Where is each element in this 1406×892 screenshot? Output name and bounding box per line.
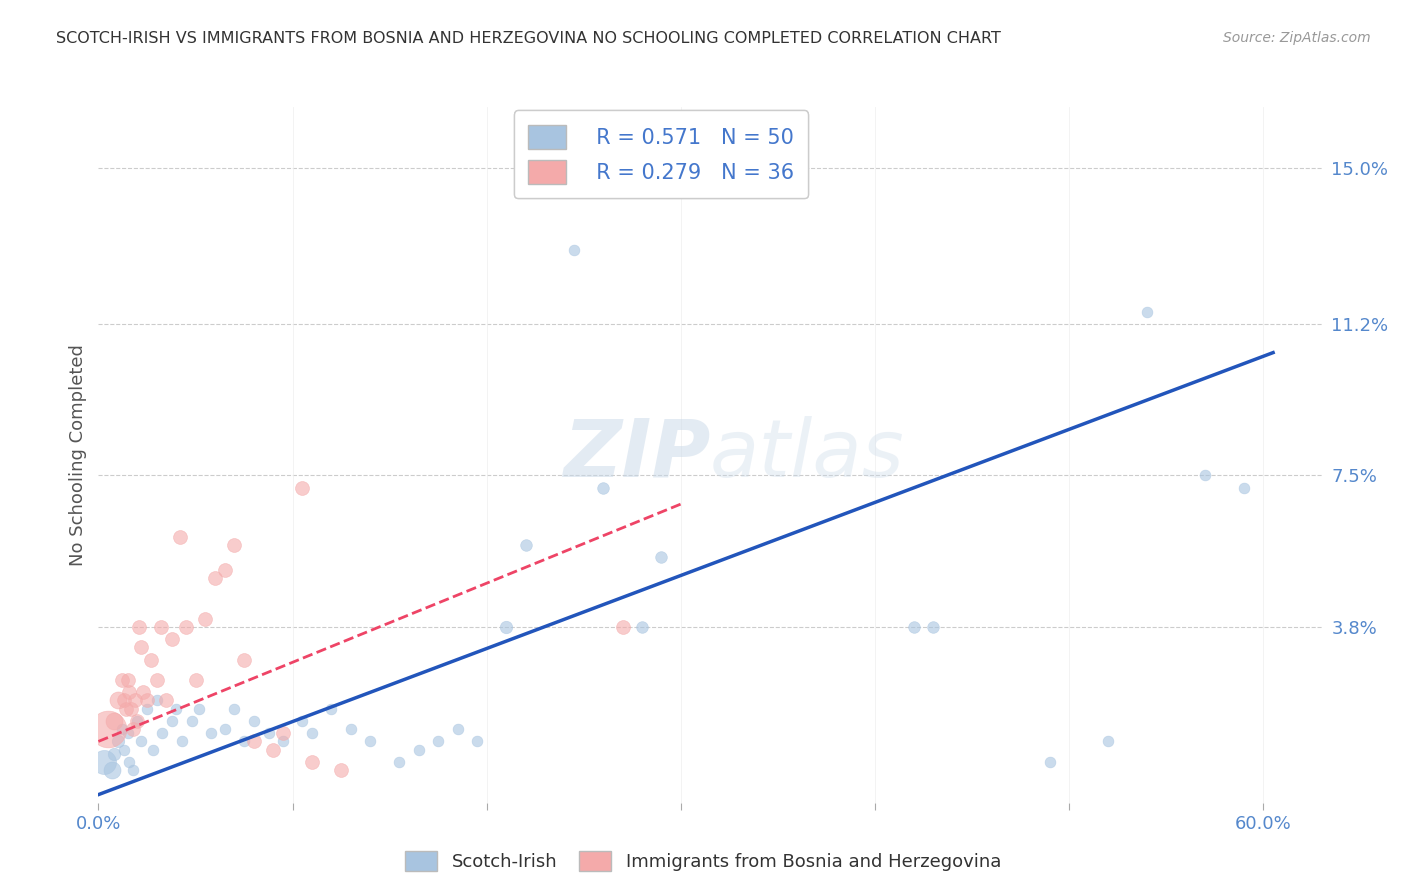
Point <box>145 673 167 687</box>
Point <box>330 763 353 777</box>
Point <box>262 742 284 756</box>
Point <box>408 742 430 756</box>
Point <box>233 734 256 748</box>
Point <box>340 722 363 736</box>
Point <box>903 620 925 634</box>
Point <box>127 714 149 728</box>
Point <box>145 693 167 707</box>
Point <box>118 755 141 769</box>
Point <box>160 714 183 728</box>
Point <box>128 620 150 634</box>
Point <box>127 714 149 728</box>
Point <box>97 722 120 736</box>
Point <box>152 726 174 740</box>
Point <box>1039 755 1062 769</box>
Text: atlas: atlas <box>710 416 905 494</box>
Point <box>111 722 134 736</box>
Point <box>631 620 654 634</box>
Point <box>122 763 145 777</box>
Point <box>359 734 381 748</box>
Point <box>117 673 139 687</box>
Point <box>160 632 183 646</box>
Point <box>142 742 165 756</box>
Point <box>650 550 672 565</box>
Point <box>224 538 246 552</box>
Point <box>301 755 323 769</box>
Point <box>180 714 202 728</box>
Point <box>271 734 294 748</box>
Point <box>174 620 197 634</box>
Point <box>169 530 191 544</box>
Point <box>612 620 634 634</box>
Point <box>592 481 614 495</box>
Point <box>136 693 159 707</box>
Point <box>515 538 537 552</box>
Text: SCOTCH-IRISH VS IMMIGRANTS FROM BOSNIA AND HERZEGOVINA NO SCHOOLING COMPLETED CO: SCOTCH-IRISH VS IMMIGRANTS FROM BOSNIA A… <box>56 31 1001 46</box>
Point <box>495 620 517 634</box>
Point <box>129 734 152 748</box>
Point <box>114 701 136 715</box>
Point <box>1136 304 1159 318</box>
Point <box>124 693 146 707</box>
Point <box>214 562 236 576</box>
Point <box>259 726 281 740</box>
Point <box>291 714 314 728</box>
Point <box>562 244 585 258</box>
Point <box>301 726 323 740</box>
Point <box>446 722 468 736</box>
Point <box>922 620 945 634</box>
Point <box>194 612 217 626</box>
Point <box>122 722 145 736</box>
Point <box>388 755 411 769</box>
Text: Source: ZipAtlas.com: Source: ZipAtlas.com <box>1223 31 1371 45</box>
Point <box>165 701 187 715</box>
Point <box>120 701 142 715</box>
Point <box>139 652 162 666</box>
Point <box>1194 468 1216 483</box>
Point <box>1233 481 1256 495</box>
Point <box>107 693 129 707</box>
Point <box>93 755 115 769</box>
Point <box>291 481 314 495</box>
Point <box>111 673 134 687</box>
Point <box>149 620 172 634</box>
Point <box>214 722 236 736</box>
Point <box>112 693 135 707</box>
Point <box>136 701 159 715</box>
Point <box>188 701 211 715</box>
Point <box>112 742 135 756</box>
Point <box>101 763 124 777</box>
Point <box>118 685 141 699</box>
Point <box>224 701 246 715</box>
Point <box>103 714 125 728</box>
Point <box>242 734 264 748</box>
Point <box>200 726 222 740</box>
Point <box>103 747 125 761</box>
Point <box>465 734 488 748</box>
Legend: Scotch-Irish, Immigrants from Bosnia and Herzegovina: Scotch-Irish, Immigrants from Bosnia and… <box>398 844 1008 879</box>
Point <box>129 640 152 655</box>
Text: ZIP: ZIP <box>562 416 710 494</box>
Point <box>233 652 256 666</box>
Point <box>170 734 193 748</box>
Point <box>132 685 155 699</box>
Point <box>321 701 343 715</box>
Point <box>107 734 129 748</box>
Point <box>271 726 294 740</box>
Point <box>204 571 226 585</box>
Y-axis label: No Schooling Completed: No Schooling Completed <box>69 344 87 566</box>
Point <box>117 726 139 740</box>
Point <box>1097 734 1119 748</box>
Point <box>155 693 177 707</box>
Point <box>184 673 207 687</box>
Point <box>242 714 264 728</box>
Point <box>427 734 450 748</box>
Legend:   R = 0.571   N = 50,   R = 0.279   N = 36: R = 0.571 N = 50, R = 0.279 N = 36 <box>513 111 808 198</box>
